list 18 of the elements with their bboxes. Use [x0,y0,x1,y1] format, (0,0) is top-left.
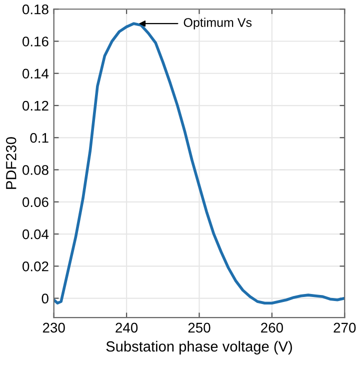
y-tick-label: 0.16 [22,36,48,46]
y-tick-label: 0.12 [22,100,48,111]
x-tick-label: 250 [188,322,210,333]
y-tick-label: 0.1 [30,132,48,143]
x-tick-label: 230 [42,322,65,333]
y-tick-label: 0.08 [22,165,48,175]
y-tick-label: 0.02 [22,261,48,272]
y-tick-label: 0.04 [22,229,49,240]
y-tick-label: 0.06 [22,197,48,208]
y-tick-label: 0 [42,294,48,304]
x-tick-label: 270 [334,322,356,333]
x-tick-label: 240 [116,322,138,333]
x-axis-title: Substation phase voltage (V) [106,340,292,355]
y-tick-label: 0.18 [22,4,48,14]
y-axis-title: PDF230 [6,137,16,189]
x-tick-label: 260 [261,322,283,333]
annotation: Optimum Vs [184,18,252,30]
y-tick-label: 0.14 [22,68,49,79]
